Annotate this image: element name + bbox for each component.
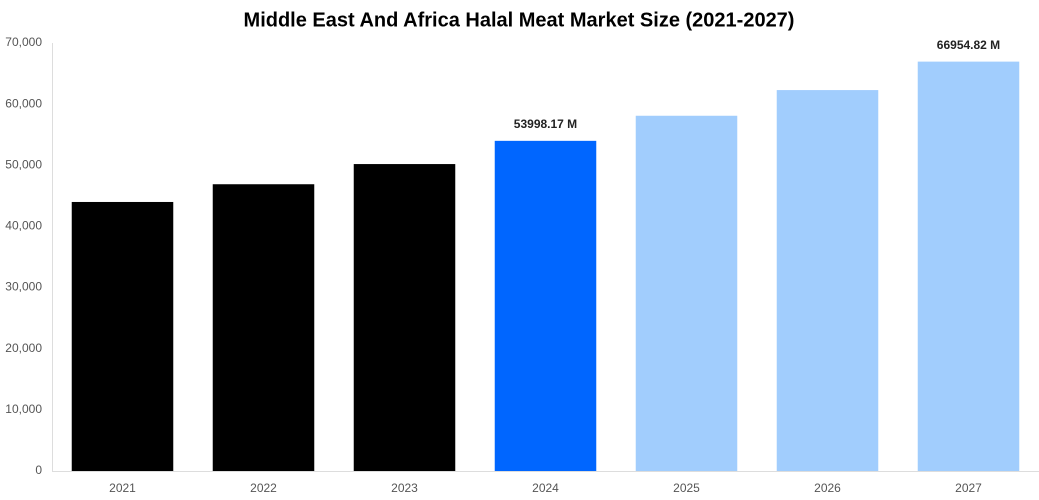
x-tick-label: 2025	[673, 481, 700, 495]
chart-title: Middle East And Africa Halal Meat Market…	[244, 9, 795, 31]
x-tick-label: 2023	[391, 481, 418, 495]
x-tick-label: 2022	[250, 481, 277, 495]
y-tick-label: 70,000	[5, 35, 42, 49]
x-tick-label: 2021	[109, 481, 136, 495]
x-tick-label: 2027	[955, 481, 982, 495]
y-tick-label: 50,000	[5, 157, 42, 171]
x-tick-label: 2026	[814, 481, 841, 495]
bar	[71, 201, 174, 471]
y-tick-label: 20,000	[5, 341, 42, 355]
bar	[776, 90, 879, 471]
y-tick-label: 0	[35, 463, 42, 477]
bar	[494, 140, 597, 471]
bar	[353, 164, 456, 471]
y-tick-label: 10,000	[5, 402, 42, 416]
y-tick-label: 40,000	[5, 219, 42, 233]
bar	[917, 61, 1020, 471]
value-label: 66954.82 M	[937, 38, 1000, 52]
value-label: 53998.17 M	[514, 117, 577, 131]
y-tick-label: 30,000	[5, 280, 42, 294]
bar	[212, 184, 315, 472]
y-tick-label: 60,000	[5, 96, 42, 110]
bar	[635, 115, 738, 471]
x-tick-label: 2024	[532, 481, 559, 495]
